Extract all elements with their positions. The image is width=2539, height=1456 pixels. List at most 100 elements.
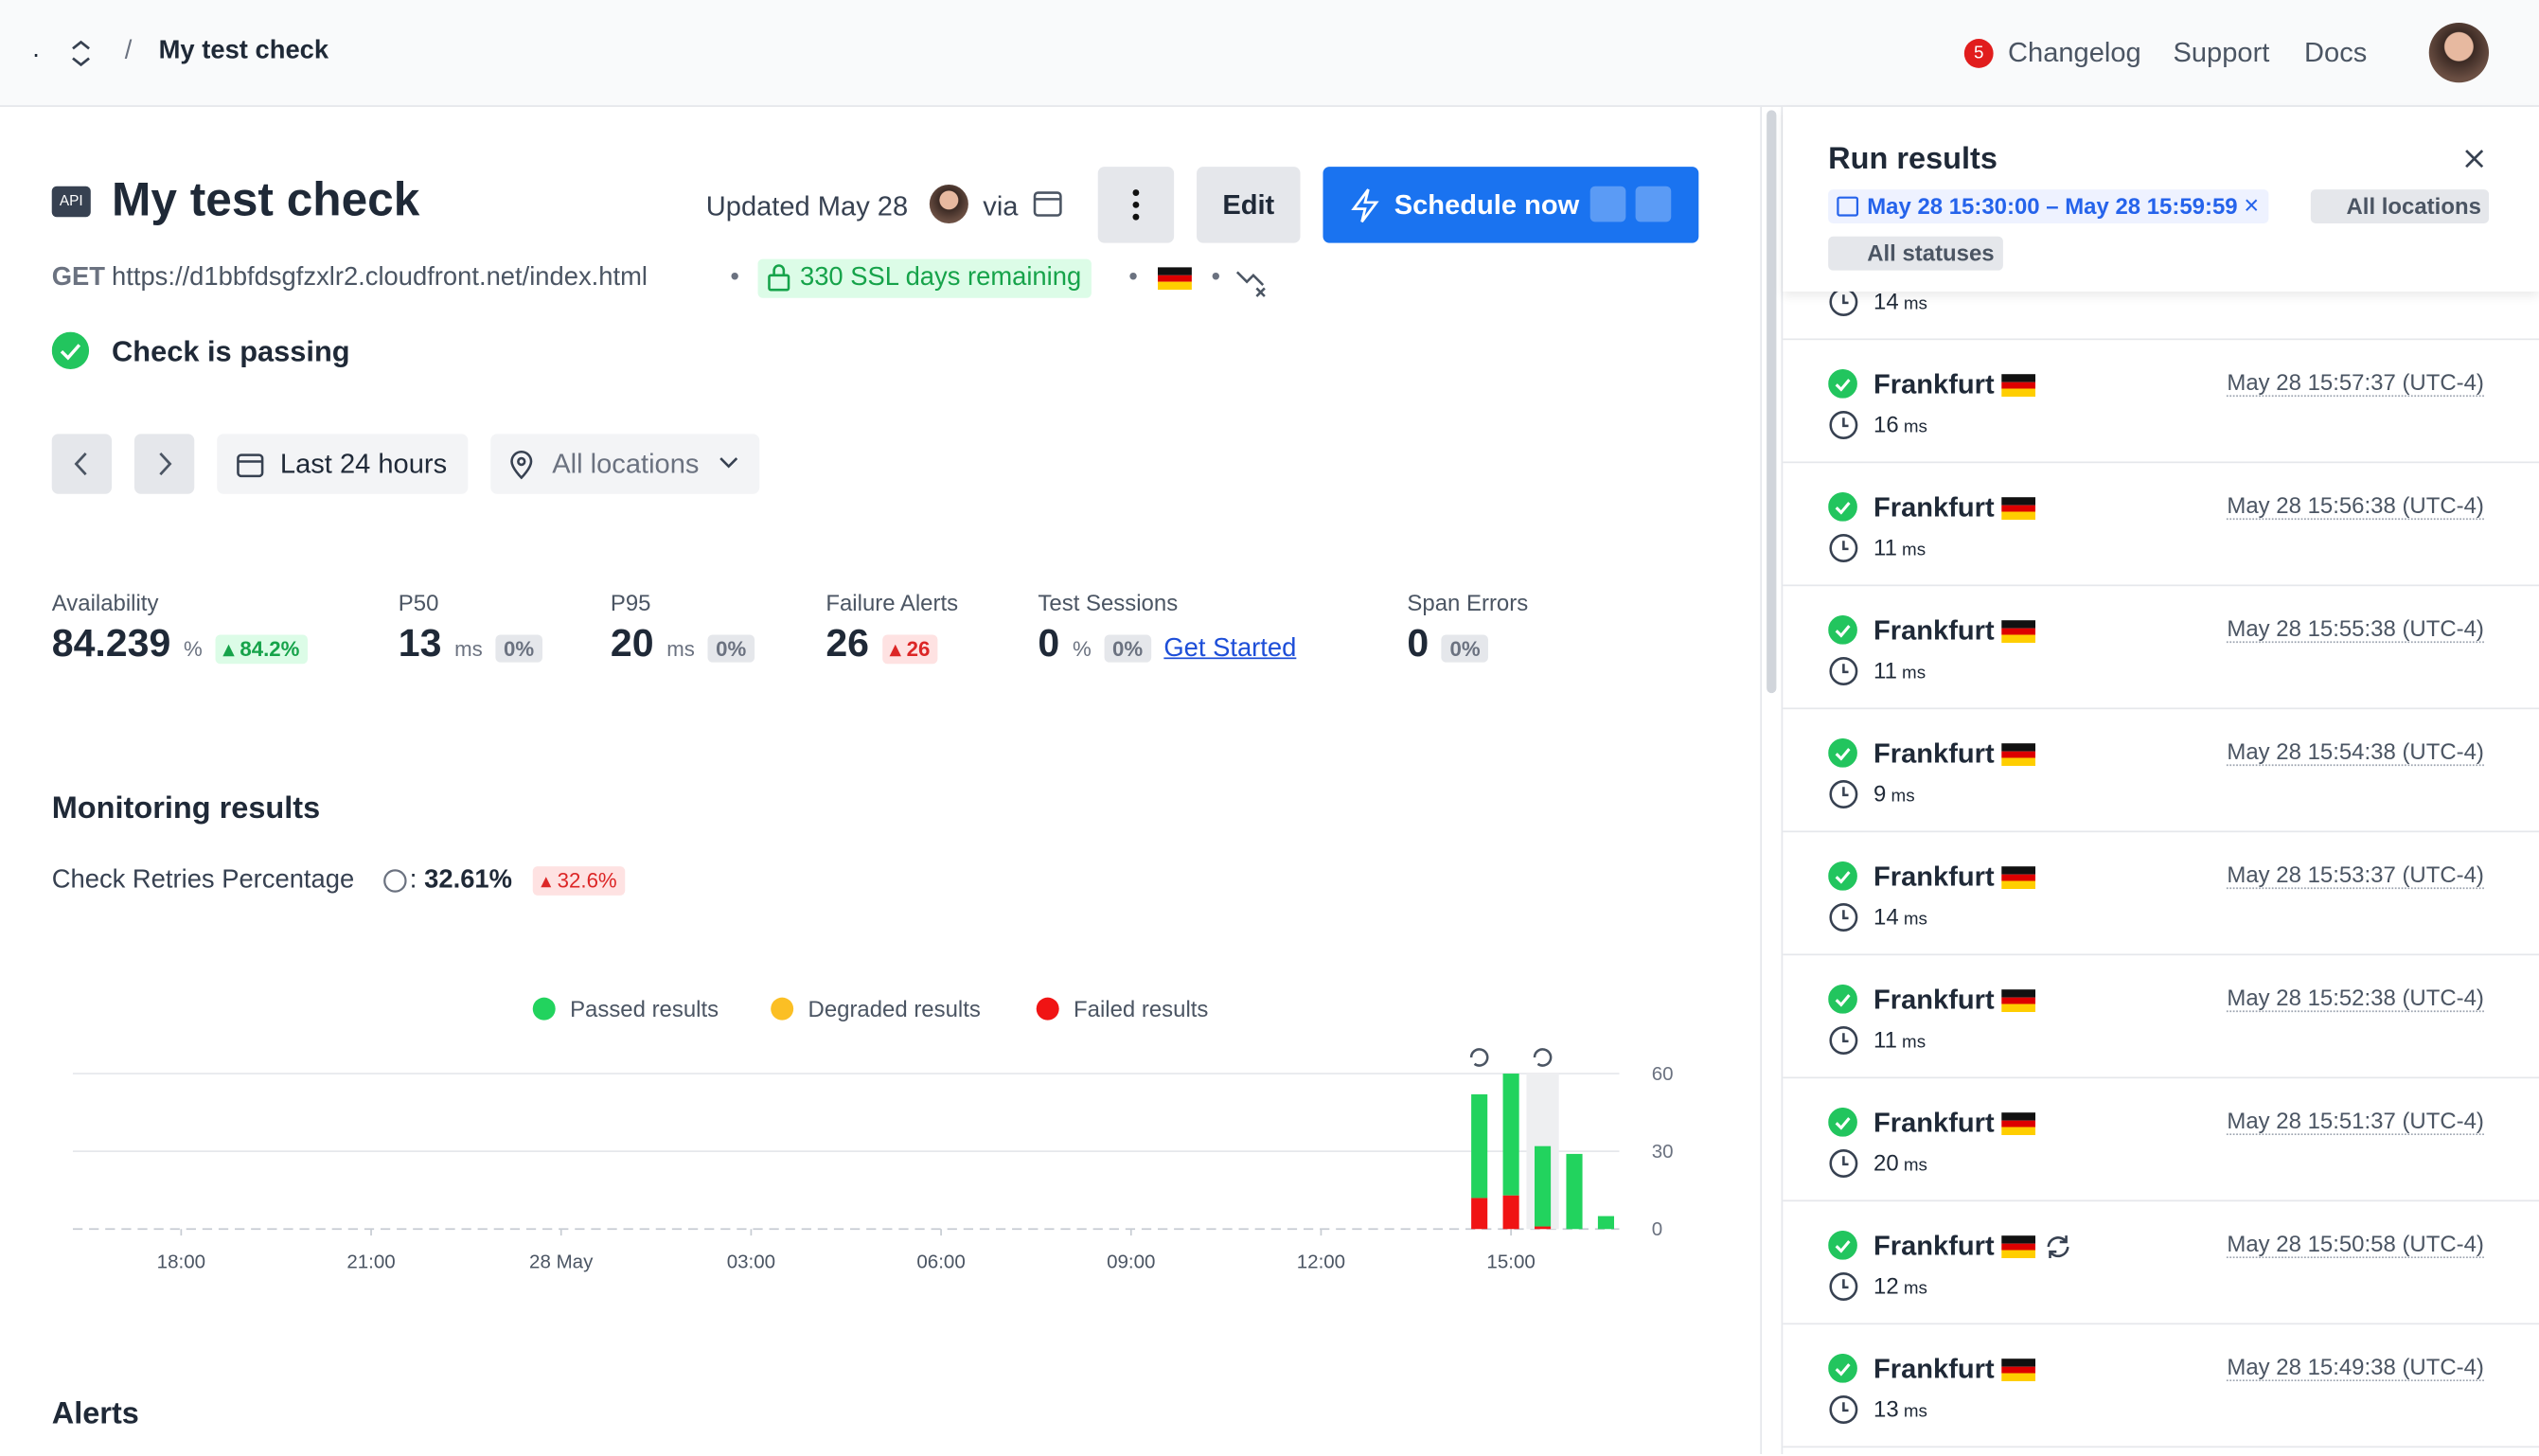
prev-button[interactable] <box>51 434 113 494</box>
run-row[interactable]: Frankfurt May 28 15:49:38 (UTC-4) 13 ms <box>1783 1324 2539 1448</box>
date-filter[interactable]: May 28 15:30:00 – May 28 15:59:59 × <box>1828 189 2269 224</box>
stat-link[interactable]: Get Started <box>1163 634 1297 663</box>
run-row[interactable]: Frankfurt May 28 15:53:37 (UTC-4) 14 ms <box>1783 832 2539 956</box>
stat-change: ▴ 26 <box>881 634 938 665</box>
date-filter-label: May 28 15:30:00 – May 28 15:59:59 <box>1867 192 2238 219</box>
browser-icon <box>1033 191 1062 217</box>
bar-segment <box>1471 1093 1488 1199</box>
location-filter[interactable]: All locations <box>2310 189 2490 224</box>
pass-icon <box>1828 861 1857 891</box>
clock-icon <box>1829 1149 1858 1178</box>
pass-icon <box>51 331 90 369</box>
x-tick-label: 18:00 <box>157 1251 205 1272</box>
run-location: Frankfurt <box>1873 861 1995 893</box>
stat-unit: % <box>183 636 203 661</box>
scrollbar <box>1767 110 1777 694</box>
check-title: My test check <box>112 174 420 227</box>
flag-de <box>2001 989 2036 1013</box>
run-location: Frankfurt <box>1873 491 1995 524</box>
clock-icon <box>1829 534 1858 562</box>
edit-button[interactable]: Edit <box>1197 167 1301 243</box>
flag-de <box>2001 1112 2036 1136</box>
legend-marker <box>1036 997 1059 1021</box>
duration-unit: ms <box>1903 294 1927 314</box>
stat-change-value: 0% <box>504 636 535 661</box>
run-time[interactable]: May 28 15:55:38 (UTC-4) <box>2227 614 2484 644</box>
run-location: Frankfurt <box>1873 368 1995 400</box>
more-button[interactable] <box>1097 167 1175 243</box>
pass-icon <box>1828 368 1857 399</box>
bar-segment <box>1535 1226 1552 1230</box>
pass-icon <box>1828 614 1857 645</box>
run-row[interactable]: Frankfurt May 28 15:56:38 (UTC-4) 11 ms <box>1783 463 2539 587</box>
run-row[interactable]: Frankfurt May 28 15:55:38 (UTC-4) 11 ms <box>1783 586 2539 710</box>
range-button[interactable]: Last 24 hours <box>217 434 469 494</box>
clock-icon <box>1829 903 1858 932</box>
pass-icon <box>1828 984 1857 1014</box>
run-row[interactable]: Frankfurt May 28 15:54:38 (UTC-4) 9 ms <box>1783 709 2539 833</box>
breadcrumb-root[interactable]: . <box>32 35 40 63</box>
api-badge: API <box>51 186 91 218</box>
run-row[interactable]: Frankfurt May 28 15:50:58 (UTC-4) 12 ms <box>1783 1201 2539 1325</box>
duration-value: 9 <box>1873 780 1887 807</box>
duration-unit: ms <box>1891 787 1915 807</box>
flag-de <box>2001 497 2036 521</box>
changelog-count: 5 <box>1963 39 1994 68</box>
status-filter[interactable]: All statuses <box>1828 236 2003 271</box>
close-button[interactable] <box>2463 148 2486 170</box>
nav-link[interactable]: Changelog <box>2008 37 2141 68</box>
duration-value: 11 <box>1873 1026 1897 1053</box>
run-row[interactable]: 14 ms <box>1783 217 2539 341</box>
legend-label: Passed results <box>570 997 719 1022</box>
run-row[interactable]: Frankfurt May 28 15:57:37 (UTC-4) 16 ms <box>1783 340 2539 464</box>
breadcrumb-separator: / <box>124 37 133 65</box>
run-time[interactable]: May 28 15:51:37 (UTC-4) <box>2227 1107 2484 1136</box>
stat-row: 0 0% <box>1407 622 1489 667</box>
legend-label: Degraded results <box>808 997 981 1022</box>
retries-value: 32.61% <box>424 866 512 895</box>
dot: • <box>730 263 740 292</box>
run-time[interactable]: May 28 15:53:37 (UTC-4) <box>2227 861 2484 890</box>
clear-icon[interactable]: × <box>2244 192 2260 221</box>
run-time[interactable]: May 28 15:57:37 (UTC-4) <box>2227 368 2484 398</box>
switcher-icon[interactable] <box>68 39 94 68</box>
divider <box>1760 106 1763 1455</box>
duration-unit: ms <box>1903 1402 1927 1422</box>
kbd-enter <box>1635 186 1672 222</box>
run-time[interactable]: May 28 15:54:38 (UTC-4) <box>2227 737 2484 767</box>
run-location: Frankfurt <box>1873 984 1995 1016</box>
run-time[interactable]: May 28 15:52:38 (UTC-4) <box>2227 984 2484 1013</box>
run-duration: 20 ms <box>1873 1149 1927 1175</box>
run-row[interactable]: Frankfurt May 28 15:52:38 (UTC-4) 11 ms <box>1783 955 2539 1079</box>
x-tick-label: 12:00 <box>1297 1251 1345 1272</box>
breadcrumb-current[interactable]: My test check <box>158 37 329 65</box>
run-duration: 11 ms <box>1873 657 1926 683</box>
run-location: Frankfurt <box>1873 1230 1995 1262</box>
stat-value: 20 <box>610 621 654 666</box>
stat-label: Failure Alerts <box>826 589 959 615</box>
run-duration: 13 ms <box>1873 1395 1927 1421</box>
top-bar <box>0 0 2539 107</box>
stat-change: 0% <box>1441 634 1489 663</box>
range-label: Last 24 hours <box>279 448 448 480</box>
flag-de <box>2001 743 2036 767</box>
chart: Passed results Degraded results Failed res… <box>72 997 1674 1272</box>
avatar[interactable] <box>2428 22 2490 83</box>
schedule-button[interactable]: Schedule now <box>1323 167 1699 243</box>
run-time[interactable]: May 28 15:49:38 (UTC-4) <box>2227 1353 2484 1382</box>
nav-link[interactable]: Docs <box>2304 37 2368 68</box>
trend-arrow: ▴ <box>222 636 240 661</box>
locations-button[interactable]: All locations <box>490 434 760 494</box>
run-time[interactable]: May 28 15:56:38 (UTC-4) <box>2227 491 2484 521</box>
stat-change-value: 0% <box>1449 636 1481 661</box>
duration-unit: ms <box>1902 541 1926 560</box>
x-tick-label: 06:00 <box>916 1251 965 1272</box>
nav-link[interactable]: Support <box>2173 37 2270 68</box>
run-time[interactable]: May 28 15:50:58 (UTC-4) <box>2227 1230 2484 1259</box>
run-row[interactable]: Frankfurt May 28 15:51:37 (UTC-4) 20 ms <box>1783 1078 2539 1202</box>
stat-label: P95 <box>610 589 651 615</box>
stat-row: 84.239% ▴ 84.2% <box>52 622 308 667</box>
lock-icon <box>768 264 790 292</box>
next-button[interactable] <box>133 434 195 494</box>
bar-segment <box>1535 1145 1552 1227</box>
